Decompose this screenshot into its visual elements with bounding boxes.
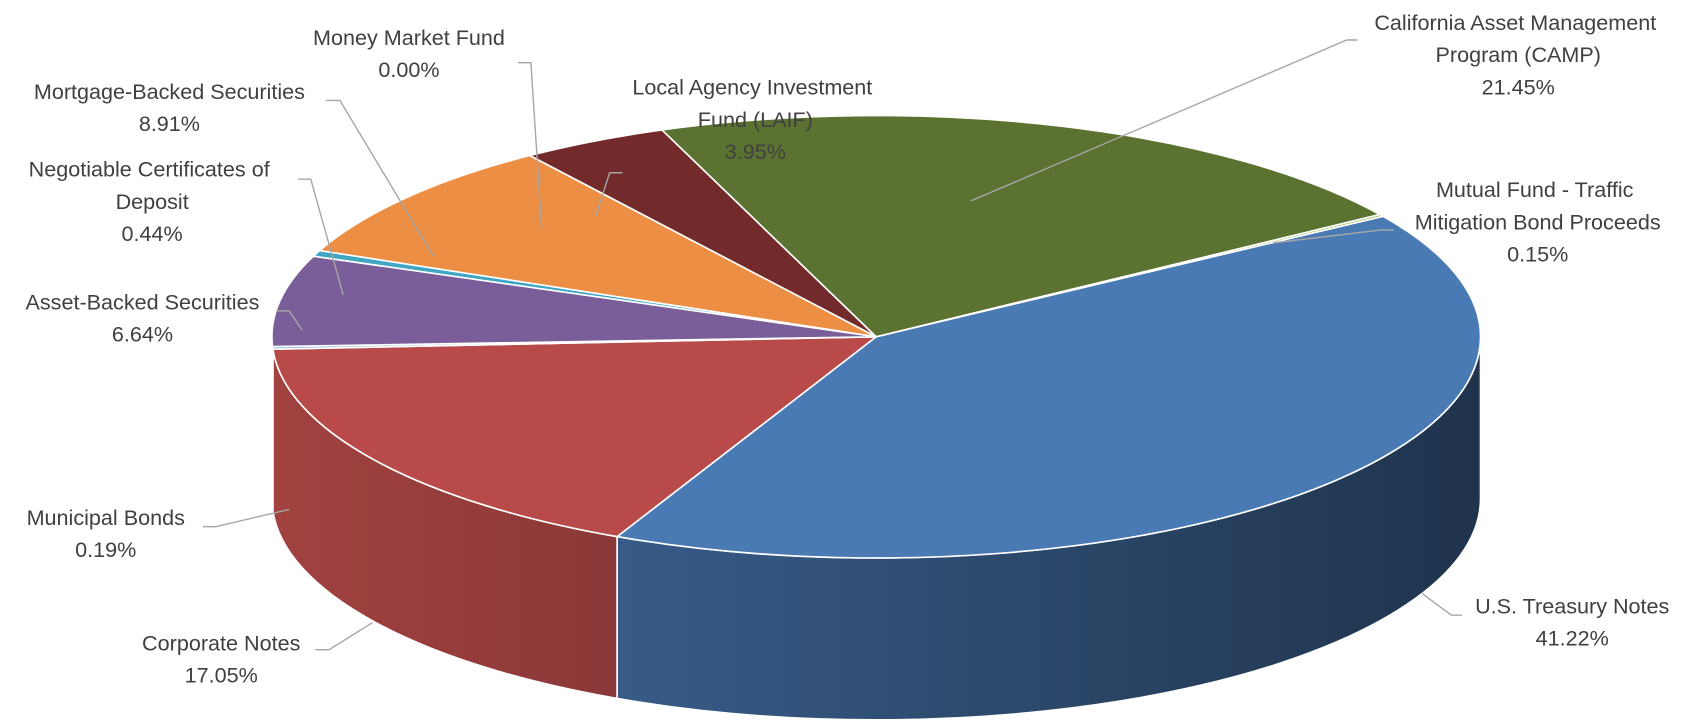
slice-top	[660, 114, 1383, 338]
slice-label: California Asset Management Program (CAM…	[1374, 10, 1662, 67]
slice-value-label: 21.45%	[1482, 74, 1555, 99]
leader-line	[315, 622, 373, 651]
slice-top	[271, 335, 879, 538]
slice-value-label: 3.95%	[725, 139, 786, 164]
slice-value-label: 0.15%	[1507, 242, 1568, 267]
slice-value-label: 0.19%	[75, 537, 136, 562]
slice-label: Money Market Fund	[313, 25, 505, 50]
leader-line	[202, 508, 290, 528]
leader-line	[1421, 593, 1463, 616]
slice-label: Mortgage-Backed Securities	[34, 79, 305, 104]
slice-label: Municipal Bonds	[27, 505, 186, 530]
leader-line	[276, 310, 303, 331]
slice-side	[271, 336, 274, 509]
slice-label: Negotiable Certificates of Deposit	[29, 156, 276, 213]
leader-line	[1273, 229, 1395, 244]
slice-label: Corporate Notes	[142, 630, 301, 655]
slice-label: U.S. Treasury Notes	[1475, 593, 1669, 618]
slice-label: Local Agency Investment Fund (LAIF)	[632, 74, 878, 131]
slice-value-label: 0.44%	[122, 221, 183, 246]
slice-top	[271, 255, 877, 348]
slice-top	[876, 213, 1386, 338]
leader-line	[297, 178, 344, 295]
slice-value-label: 41.22%	[1536, 626, 1609, 651]
leader-line	[970, 39, 1358, 202]
leader-line	[594, 172, 623, 217]
slice-label: Mutual Fund - Traffic Mitigation Bond Pr…	[1415, 177, 1661, 234]
slice-value-label: 17.05%	[185, 662, 258, 687]
leader-line	[325, 99, 435, 258]
slice-value-label: 0.00%	[378, 57, 439, 82]
slice-top	[317, 154, 877, 338]
leader-line	[517, 61, 543, 229]
slice-value-label: 6.64%	[112, 321, 173, 346]
slice-value-label: 8.91%	[139, 111, 200, 136]
slice-top	[615, 215, 1482, 559]
slice-label: Asset-Backed Securities	[26, 289, 260, 314]
